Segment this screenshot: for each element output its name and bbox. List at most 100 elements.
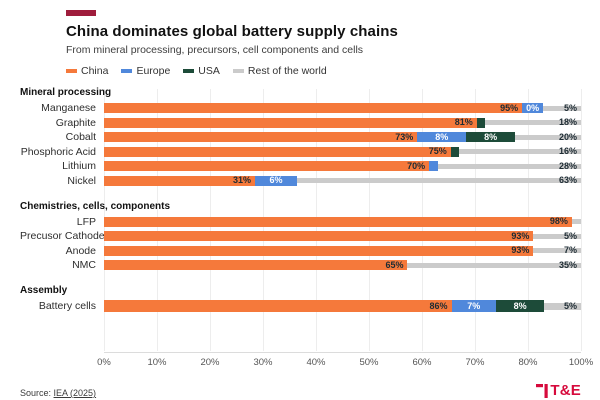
segment-value-label: 98%: [549, 216, 568, 226]
segment-value-label: 20%: [559, 131, 578, 142]
row-label: NMC: [72, 259, 96, 271]
legend-item-china: China: [66, 65, 108, 77]
bar-row: Manganese 95% 0% 5%: [20, 102, 581, 114]
bar-segment-europe: 7%: [451, 300, 496, 312]
bar-segment-row: 5%: [543, 102, 581, 113]
bar-segment-china: 70%: [104, 160, 430, 171]
segment-value-label: 81%: [454, 117, 473, 127]
segment-value-label: 16%: [558, 146, 577, 156]
segment-value-label: 65%: [385, 259, 404, 270]
axis-tick-label: 20%: [200, 357, 220, 368]
axis-tick-label: 10%: [147, 357, 167, 368]
legend-item-europe: Europe: [121, 65, 170, 77]
segment-value-label: 6%: [269, 175, 283, 185]
bar-segment-row: 35%: [407, 259, 582, 270]
segment-value-label: 31%: [232, 175, 251, 185]
axis-tick-label: 70%: [465, 357, 485, 368]
segment-value-label: 7%: [563, 245, 577, 255]
bar-segment-china: 86%: [104, 300, 452, 312]
segment-value-label: 93%: [511, 245, 530, 255]
stacked-bar-chart: Mineral processing Manganese 95% 0% 5% Graphi…: [20, 87, 593, 369]
chart-section: Chemistries, cells, components LFP 98% Prec…: [20, 200, 582, 271]
section-title: Assembly: [20, 285, 68, 296]
axis-tick-label: 30%: [253, 357, 273, 368]
bar-segment-china: 31%: [104, 175, 255, 186]
legend-item-row: Rest of the world: [232, 65, 327, 77]
source-note: Source: IEA (2025): [20, 388, 96, 398]
segment-value-label: 93%: [511, 230, 530, 241]
bar-row: Nickel 31% 6% 63%: [20, 175, 581, 187]
segment-value-label: 35%: [559, 259, 578, 270]
segment-value-label: 8%: [513, 300, 527, 311]
row-label: Lithium: [62, 160, 96, 172]
bar-row: Precusor Cathode 93% 5%: [20, 230, 581, 242]
chart-footer: Source: IEA (2025) T&E: [20, 383, 581, 398]
bar-segment-usa: 8%: [466, 132, 516, 142]
chart-header: China dominates global battery supply ch…: [66, 10, 581, 77]
bar-segment-europe: 8%: [417, 132, 467, 142]
bar-row: Anode 93% 7%: [20, 245, 581, 257]
segment-value-label: 63%: [558, 175, 577, 185]
legend-label: USA: [198, 65, 220, 77]
tne-logo: T&E: [536, 383, 581, 398]
bar-track: 81% 18%: [104, 117, 581, 128]
bar-track: 75% 16%: [104, 146, 581, 157]
bar-segment-china: 93%: [104, 230, 534, 241]
bar-row: Battery cells 86% 7% 8% 5%: [20, 300, 581, 312]
segment-value-label: 5%: [563, 230, 577, 241]
bar-segment-row: [571, 219, 581, 224]
row-label: Anode: [65, 244, 96, 257]
segment-value-label: 95%: [500, 102, 519, 113]
bar-track: 86% 7% 8% 5%: [104, 300, 581, 312]
bar-segment-europe: 6%: [254, 175, 297, 186]
segment-value-label: 28%: [558, 160, 577, 171]
bar-segment-row: 5%: [544, 301, 581, 310]
segment-value-label: 5%: [563, 102, 577, 113]
segment-value-label: 0%: [526, 102, 540, 113]
tne-logo-icon: [536, 384, 549, 398]
row-label: LFP: [76, 215, 96, 228]
row-label: Manganese: [41, 102, 96, 114]
axis-tick-label: 100%: [568, 357, 594, 368]
bar-track: 93% 5%: [104, 231, 581, 241]
bar-segment-europe: [429, 161, 438, 171]
axis-tick-label: 50%: [359, 357, 379, 368]
chart-sections: Mineral processing Manganese 95% 0% 5% Graphi…: [20, 87, 582, 312]
chart-section: Mineral processing Manganese 95% 0% 5% Graphi…: [20, 87, 582, 187]
axis-tick-label: 60%: [412, 357, 432, 368]
section-title: Chemistries, cells, components: [20, 200, 171, 212]
bar-track: 98%: [104, 216, 581, 227]
bar-track: 95% 0% 5%: [104, 103, 581, 113]
bar-row: LFP 98%: [20, 216, 581, 228]
bar-segment-usa: [476, 117, 486, 128]
row-label: Cobalt: [65, 131, 96, 143]
bar-segment-china: 98%: [104, 216, 572, 227]
segment-value-label: 18%: [558, 117, 577, 127]
segment-value-label: 7%: [467, 300, 481, 311]
bar-track: 93% 7%: [104, 245, 581, 256]
source-prefix: Source:: [20, 388, 54, 398]
chart-legend: China Europe USA Rest of the world: [66, 65, 581, 77]
bar-row: Cobalt 73% 8% 8% 20%: [20, 131, 582, 143]
segment-value-label: 70%: [407, 160, 426, 171]
bar-segment-china: 95%: [104, 102, 523, 113]
bar-track: 31% 6% 63%: [104, 175, 581, 186]
chart-section: Assembly Battery cells 86% 7% 8% 5%: [20, 285, 581, 312]
bar-track: 65% 35%: [104, 259, 582, 270]
legend-item-usa: USA: [183, 65, 220, 77]
page-title: China dominates global battery supply ch…: [66, 23, 398, 40]
segment-value-label: 86%: [429, 300, 448, 311]
bar-row: Phosphoric Acid 75% 16%: [20, 146, 581, 158]
row-label: Graphite: [55, 116, 96, 129]
source-link[interactable]: IEA (2025): [53, 388, 97, 398]
bar-segment-row: 7%: [533, 245, 581, 255]
bar-segment-row: 18%: [485, 117, 581, 127]
section-title: Mineral processing: [20, 87, 112, 98]
axis-tick-label: 40%: [306, 357, 326, 368]
axis-tick-label: 80%: [518, 357, 538, 368]
x-axis: 0% 10% 20% 30% 40% 50% 60% 70% 80% 100%: [97, 352, 593, 369]
legend-swatch-china: [66, 69, 77, 73]
row-label: Precusor Cathode: [20, 230, 105, 242]
chart-subtitle: From mineral processing, precursors, cel…: [66, 44, 364, 56]
